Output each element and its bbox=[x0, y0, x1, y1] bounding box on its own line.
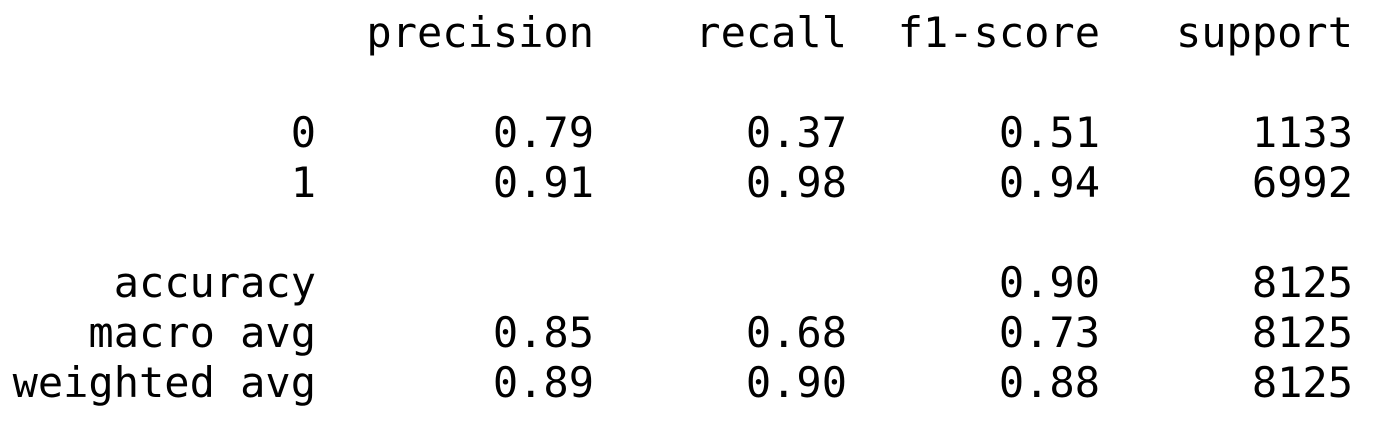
support-value: 6992 bbox=[1251, 158, 1353, 207]
precision-value: 0.89 bbox=[492, 358, 594, 407]
row-label: macro avg bbox=[88, 308, 316, 357]
class-row-1: 1 0.91 0.98 0.94 6992 bbox=[0, 158, 1376, 208]
header-row: precision recall f1-score support bbox=[0, 8, 1376, 58]
support-value: 8125 bbox=[1251, 308, 1353, 357]
recall-value: 0.37 bbox=[745, 108, 847, 157]
header-precision: precision bbox=[366, 8, 594, 57]
recall-value: 0.98 bbox=[745, 158, 847, 207]
header-recall: recall bbox=[695, 8, 847, 57]
row-label: accuracy bbox=[113, 258, 316, 307]
row-label: 1 bbox=[290, 158, 316, 207]
f1-score-value: 0.51 bbox=[998, 108, 1100, 157]
support-value: 8125 bbox=[1251, 358, 1353, 407]
f1-score-value: 0.73 bbox=[998, 308, 1100, 357]
support-value: 8125 bbox=[1251, 258, 1353, 307]
weighted-avg-row: weighted avg 0.89 0.90 0.88 8125 bbox=[0, 358, 1376, 408]
accuracy-row: accuracy 0.90 8125 bbox=[0, 258, 1376, 308]
support-value: 1133 bbox=[1251, 108, 1353, 157]
header-support: support bbox=[1175, 8, 1353, 57]
f1-score-value: 0.94 bbox=[998, 158, 1100, 207]
row-label: 0 bbox=[290, 108, 316, 157]
precision-value: 0.91 bbox=[492, 158, 594, 207]
f1-score-value: 0.90 bbox=[998, 258, 1100, 307]
recall-value: 0.90 bbox=[745, 358, 847, 407]
header-f1-score: f1-score bbox=[897, 8, 1100, 57]
recall-value: 0.68 bbox=[745, 308, 847, 357]
precision-value: 0.79 bbox=[492, 108, 594, 157]
precision-value: 0.85 bbox=[492, 308, 594, 357]
row-label: weighted avg bbox=[12, 358, 316, 407]
class-row-0: 0 0.79 0.37 0.51 1133 bbox=[0, 108, 1376, 158]
macro-avg-row: macro avg 0.85 0.68 0.73 8125 bbox=[0, 308, 1376, 358]
f1-score-value: 0.88 bbox=[998, 358, 1100, 407]
